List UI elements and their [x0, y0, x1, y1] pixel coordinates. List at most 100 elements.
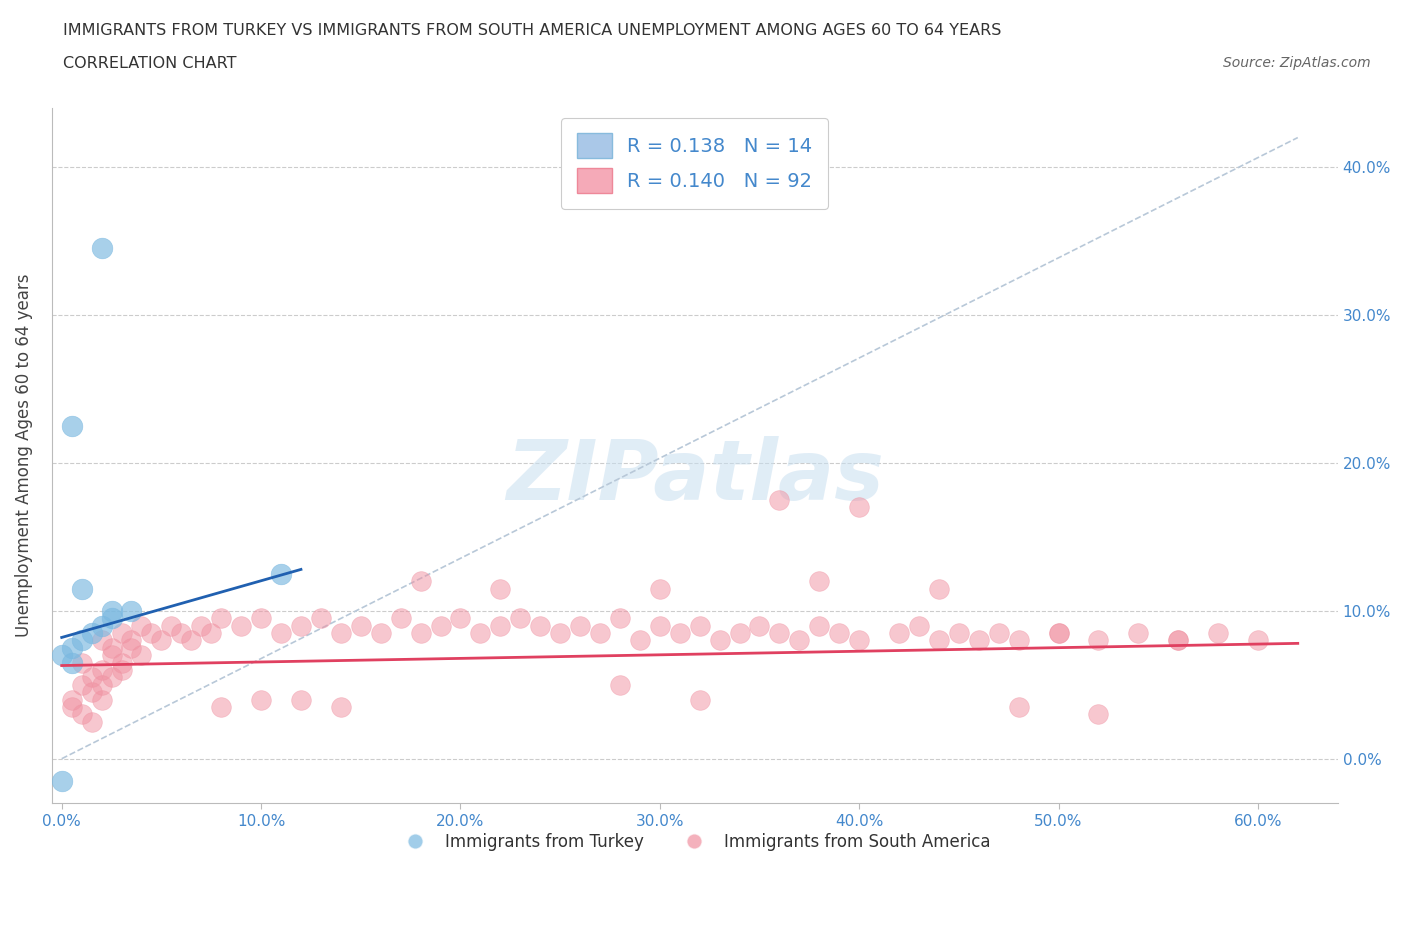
Point — [70, 581, 93, 596]
Point — [1008, 699, 1031, 714]
Point — [449, 611, 471, 626]
Point — [270, 626, 292, 641]
Point — [309, 611, 332, 626]
Text: CORRELATION CHART: CORRELATION CHART — [63, 56, 236, 71]
Point — [80, 684, 103, 699]
Point — [370, 626, 392, 641]
Point — [409, 574, 432, 589]
Point — [1247, 633, 1270, 648]
Point — [609, 611, 631, 626]
Point — [90, 662, 112, 677]
Y-axis label: Unemployment Among Ages 60 to 64 years: Unemployment Among Ages 60 to 64 years — [15, 273, 32, 637]
Point — [90, 241, 112, 256]
Point — [848, 499, 870, 514]
Point — [60, 699, 83, 714]
Point — [190, 618, 212, 633]
Point — [100, 648, 122, 663]
Point — [60, 655, 83, 670]
Point — [1206, 626, 1229, 641]
Point — [350, 618, 373, 633]
Point — [1087, 633, 1109, 648]
Point — [121, 604, 143, 618]
Point — [908, 618, 931, 633]
Point — [1167, 633, 1189, 648]
Point — [689, 618, 711, 633]
Point — [100, 641, 122, 656]
Point — [789, 633, 811, 648]
Point — [270, 566, 292, 581]
Point — [569, 618, 592, 633]
Point — [70, 677, 93, 692]
Text: ZIPatlas: ZIPatlas — [506, 436, 883, 517]
Point — [180, 633, 202, 648]
Point — [948, 626, 970, 641]
Point — [90, 677, 112, 692]
Point — [51, 648, 73, 663]
Point — [90, 633, 112, 648]
Point — [90, 692, 112, 707]
Point — [209, 611, 232, 626]
Point — [290, 618, 312, 633]
Point — [60, 692, 83, 707]
Point — [768, 493, 790, 508]
Point — [329, 699, 352, 714]
Point — [1128, 626, 1150, 641]
Point — [70, 707, 93, 722]
Point — [200, 626, 222, 641]
Point — [409, 626, 432, 641]
Point — [100, 604, 122, 618]
Text: Source: ZipAtlas.com: Source: ZipAtlas.com — [1223, 56, 1371, 70]
Point — [329, 626, 352, 641]
Point — [141, 626, 163, 641]
Text: IMMIGRANTS FROM TURKEY VS IMMIGRANTS FROM SOUTH AMERICA UNEMPLOYMENT AMONG AGES : IMMIGRANTS FROM TURKEY VS IMMIGRANTS FRO… — [63, 23, 1001, 38]
Point — [131, 648, 153, 663]
Point — [110, 626, 132, 641]
Point — [808, 618, 831, 633]
Point — [70, 655, 93, 670]
Point — [121, 641, 143, 656]
Point — [250, 692, 273, 707]
Point — [1047, 626, 1070, 641]
Point — [1087, 707, 1109, 722]
Point — [90, 618, 112, 633]
Point — [160, 618, 183, 633]
Point — [928, 581, 950, 596]
Point — [928, 633, 950, 648]
Point — [110, 655, 132, 670]
Point — [389, 611, 412, 626]
Point — [768, 626, 790, 641]
Point — [80, 626, 103, 641]
Point — [290, 692, 312, 707]
Point — [489, 581, 512, 596]
Point — [689, 692, 711, 707]
Point — [748, 618, 770, 633]
Point — [80, 714, 103, 729]
Point — [121, 633, 143, 648]
Point — [209, 699, 232, 714]
Point — [648, 618, 671, 633]
Point — [709, 633, 731, 648]
Point — [987, 626, 1010, 641]
Point — [100, 611, 122, 626]
Point — [887, 626, 910, 641]
Point — [250, 611, 273, 626]
Point — [60, 418, 83, 433]
Point — [648, 581, 671, 596]
Point — [828, 626, 851, 641]
Point — [60, 641, 83, 656]
Point — [668, 626, 690, 641]
Point — [470, 626, 492, 641]
Point — [848, 633, 870, 648]
Point — [548, 626, 571, 641]
Point — [509, 611, 531, 626]
Point — [231, 618, 253, 633]
Point — [609, 677, 631, 692]
Point — [170, 626, 193, 641]
Point — [529, 618, 551, 633]
Point — [131, 618, 153, 633]
Point — [728, 626, 751, 641]
Point — [1008, 633, 1031, 648]
Point — [1167, 633, 1189, 648]
Point — [429, 618, 451, 633]
Point — [1047, 626, 1070, 641]
